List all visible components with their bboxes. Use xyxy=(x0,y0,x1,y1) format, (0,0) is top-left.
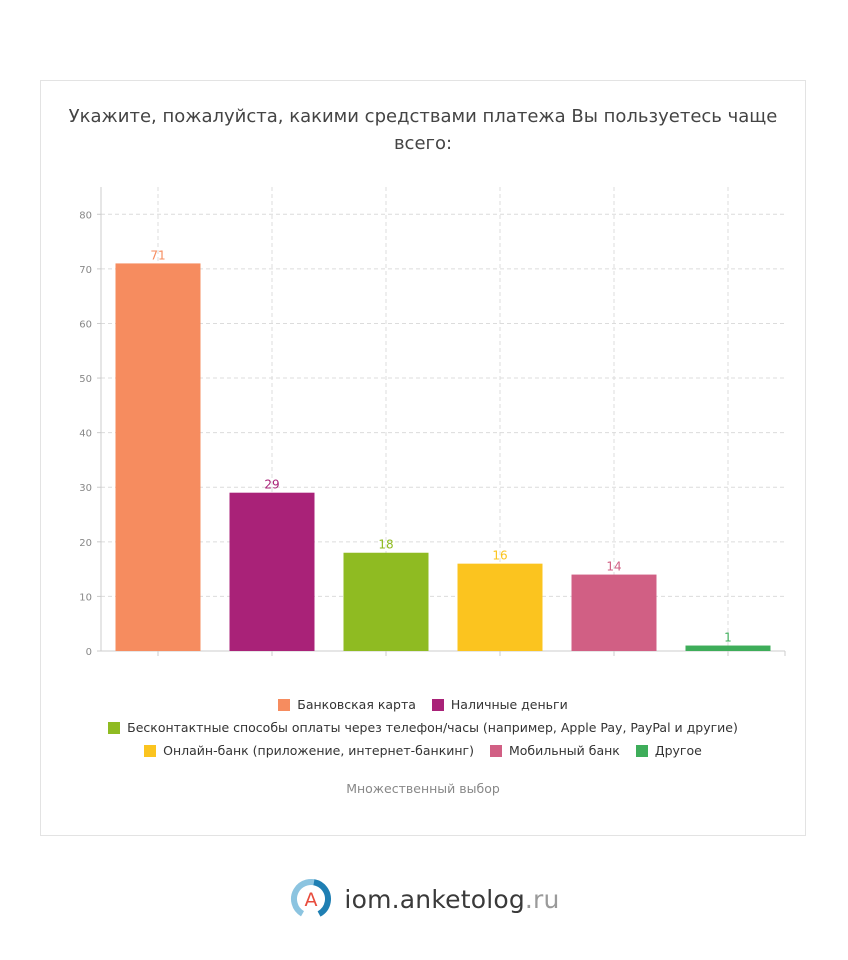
bar-value-label: 14 xyxy=(606,560,621,574)
bar xyxy=(685,645,771,651)
legend-row: Бесконтактные способы оплаты через телеф… xyxy=(41,716,805,739)
y-tick-label: 10 xyxy=(79,592,92,603)
legend-item-mobile-bank[interactable]: Мобильный банк xyxy=(489,739,620,762)
logo-letter: A xyxy=(305,889,318,911)
bar xyxy=(457,563,543,651)
legend-swatch xyxy=(635,744,648,757)
chart-card: Укажите, пожалуйста, какими средствами п… xyxy=(40,80,806,836)
brand-name: iom.anketolog.ru xyxy=(344,885,559,914)
legend-label: Онлайн-банк (приложение, интернет-банкин… xyxy=(163,743,474,758)
bar-chart: 0 10 20 30 40 50 60 70 80 71 29 18 16 14 1 xyxy=(79,187,786,658)
y-tick-label: 50 xyxy=(79,374,92,385)
legend-label: Другое xyxy=(654,743,702,758)
chart-legend: Банковская карта Наличные деньги Бесконт… xyxy=(41,693,805,762)
bar xyxy=(115,263,201,651)
legend-item-cash[interactable]: Наличные деньги xyxy=(431,693,568,716)
legend-swatch xyxy=(108,721,121,734)
y-tick-label: 60 xyxy=(79,319,92,330)
bar xyxy=(343,552,429,651)
legend-item-online-bank[interactable]: Онлайн-банк (приложение, интернет-банкин… xyxy=(144,739,474,762)
legend-label: Мобильный банк xyxy=(508,743,620,758)
y-tick-label: 30 xyxy=(79,483,92,494)
legend-label: Бесконтактные способы оплаты через телеф… xyxy=(127,720,738,735)
bar-value-label: 71 xyxy=(150,248,165,262)
legend-swatch xyxy=(431,698,444,711)
bar-value-label: 18 xyxy=(378,538,393,552)
legend-row: Банковская карта Наличные деньги xyxy=(41,693,805,716)
legend-item-contactless[interactable]: Бесконтактные способы оплаты через телеф… xyxy=(108,716,738,739)
legend-swatch xyxy=(278,698,291,711)
bar xyxy=(229,492,315,651)
multiple-choice-note: Множественный выбор xyxy=(346,781,500,796)
legend-swatch xyxy=(144,744,157,757)
bar-value-label: 29 xyxy=(264,478,279,492)
y-tick-label: 80 xyxy=(79,210,92,221)
brand-domain: iom.anketolog xyxy=(344,884,525,914)
bar-value-label: 1 xyxy=(724,631,732,645)
legend-item-bank-card[interactable]: Банковская карта xyxy=(278,693,416,716)
brand-tld: .ru xyxy=(524,884,560,914)
brand-footer[interactable]: A iom.anketolog.ru xyxy=(0,876,848,922)
anketolog-logo-icon: A xyxy=(291,879,332,919)
bar xyxy=(571,574,657,651)
y-tick-label: 0 xyxy=(86,647,92,658)
y-tick-label: 70 xyxy=(79,265,92,276)
legend-label: Банковская карта xyxy=(297,697,416,712)
legend-row: Онлайн-банк (приложение, интернет-банкин… xyxy=(41,739,805,762)
legend-label: Наличные деньги xyxy=(450,697,568,712)
y-tick-label: 40 xyxy=(79,429,92,440)
legend-swatch xyxy=(489,744,502,757)
y-tick-label: 20 xyxy=(79,538,92,549)
legend-item-other[interactable]: Другое xyxy=(635,739,702,762)
chart-title: Укажите, пожалуйста, какими средствами п… xyxy=(68,106,778,154)
bar-value-label: 16 xyxy=(492,549,507,563)
